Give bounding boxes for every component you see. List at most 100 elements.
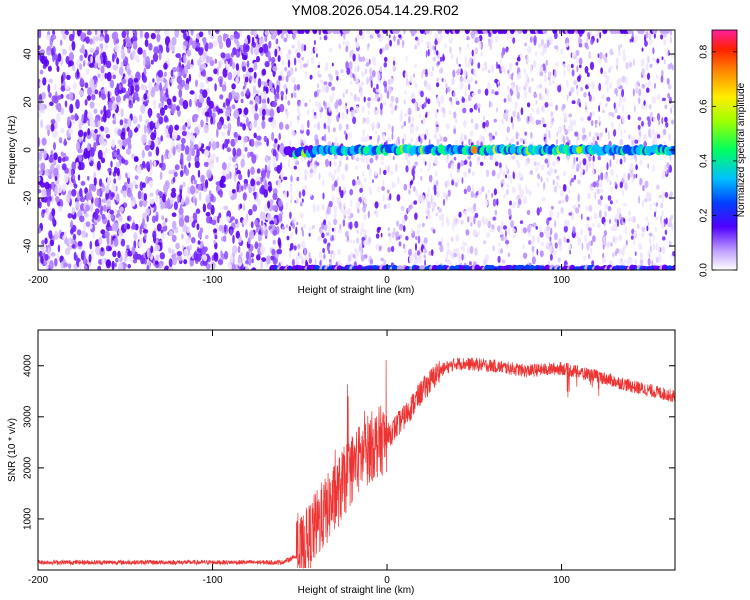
spectrogram-noise-cell [268,40,272,49]
spectrogram-noise-cell [654,82,656,89]
spectrogram-noise-cell [623,129,626,134]
spectrogram-noise-cell [607,205,612,212]
snr-x-tick-label: 0 [384,575,390,586]
spectrogram-noise-cell [445,215,449,224]
spectrogram-noise-cell [137,190,142,200]
spectrogram-noise-cell [512,171,515,179]
spectrogram-noise-cell [509,200,512,206]
spectrogram-noise-cell [255,90,259,96]
spectrogram-noise-cell [641,83,646,89]
spectrogram-noise-cell [473,69,476,75]
spectrogram-noise-cell [126,148,131,155]
spectrogram-noise-cell [141,182,146,189]
spectrogram-noise-cell [512,234,517,239]
spectrogram-noise-cell [195,79,198,88]
spectrogram-noise-cell [366,116,370,125]
spectrogram-noise-cell [556,159,559,164]
spectrogram-noise-cell [51,182,54,190]
spectrogram-noise-cell [104,126,110,134]
spectrogram-noise-cell [486,232,491,238]
spectrogram-noise-cell [368,236,372,244]
spectrogram-noise-cell [397,236,401,240]
spectrogram-noise-cell [544,74,547,83]
spectrogram-noise-cell [85,68,90,75]
spectrogram-noise-cell [261,115,265,121]
spectrogram-noise-cell [413,186,416,192]
spectrogram-noise-cell [104,33,110,44]
spectrogram-noise-cell [403,249,407,254]
spectrogram-noise-cell [306,129,310,136]
spectrogram-noise-cell [265,155,269,163]
spectrogram-noise-cell [172,131,178,140]
spectrogram-noise-cell [494,131,498,136]
spectrogram-noise-cell [668,83,672,90]
spectrogram-noise-cell [352,53,356,62]
spectrogram-noise-cell [588,51,591,60]
spectrogram-noise-cell [308,257,312,264]
spectrogram-noise-cell [107,219,110,227]
spectrogram-noise-cell [38,45,41,51]
spectrogram-noise-cell [494,91,499,96]
spectrogram-noise-cell [283,37,288,43]
spectrogram-noise-cell [257,126,261,131]
spectrogram-noise-cell [328,171,333,178]
spectrogram-noise-cell [423,102,427,108]
spectrogram-noise-cell [613,129,617,137]
spectrogram-noise-cell [358,30,363,36]
spectrogram-noise-cell [167,204,171,210]
spectrogram-noise-cell [546,241,550,248]
edge-band-cell [312,30,318,34]
spectrogram-noise-cell [574,131,579,137]
spectrogram-noise-cell [605,127,608,134]
spectrogram-noise-cell [510,90,514,95]
spectrogram-noise-cell [255,135,262,141]
spectrogram-noise-cell [519,138,524,142]
spectrogram-noise-cell [100,109,103,115]
spectrogram-noise-cell [121,52,126,60]
spectrogram-noise-cell [517,162,521,169]
spectrogram-noise-cell [115,161,121,168]
spectrogram-noise-cell [609,159,612,168]
spectrogram-noise-cell [557,126,563,134]
spectrogram-noise-cell [295,197,299,204]
colorbar-tick-label: 0.6 [699,99,710,113]
spectrogram-noise-cell [485,169,490,178]
spectrogram-noise-cell [134,175,139,181]
spectrogram-noise-cell [415,242,417,251]
spectrogram-noise-cell [79,196,86,203]
edge-band-cell [424,30,430,34]
spectrogram-noise-cell [615,199,619,204]
spectrogram-x-axis-label: Height of straight line (km) [298,285,415,296]
spectrogram-noise-cell [549,213,551,218]
spectrogram-noise-cell [458,211,462,218]
spectrogram-noise-cell [210,138,214,143]
spectrogram-noise-cell [131,180,137,186]
spectrogram-noise-cell [198,93,202,100]
spectrogram-noise-cell [448,110,451,115]
spectrogram-noise-cell [206,169,212,179]
spectrogram-noise-cell [242,192,247,201]
spectrogram-noise-cell [658,194,663,199]
edge-band-cell [299,30,305,34]
spectrogram-noise-cell [409,75,413,84]
edge-band-cell [412,30,418,34]
spectrogram-noise-cell [590,240,593,246]
spectrogram-noise-cell [505,239,510,245]
spectrogram-noise-cell [639,177,642,186]
spectrogram-noise-cell [599,198,602,207]
spectrogram-noise-cell [275,38,279,45]
spectrogram-noise-cell [38,163,41,169]
spectrogram-noise-cell [98,178,103,187]
spectrogram-noise-cell [181,198,184,205]
spectrogram-noise-cell [570,63,574,69]
spectrogram-noise-cell [163,77,167,84]
spectrogram-noise-cell [71,238,74,245]
spectrogram-noise-cell [357,176,359,181]
spectrogram-noise-cell [578,43,583,48]
spectrogram-noise-cell [584,234,587,243]
spectrogram-noise-cell [84,99,88,106]
spectrogram-noise-cell [60,74,64,84]
spectrogram-noise-cell [407,107,412,116]
spectrogram-noise-cell [295,67,297,72]
spectrogram-noise-cell [536,248,539,256]
